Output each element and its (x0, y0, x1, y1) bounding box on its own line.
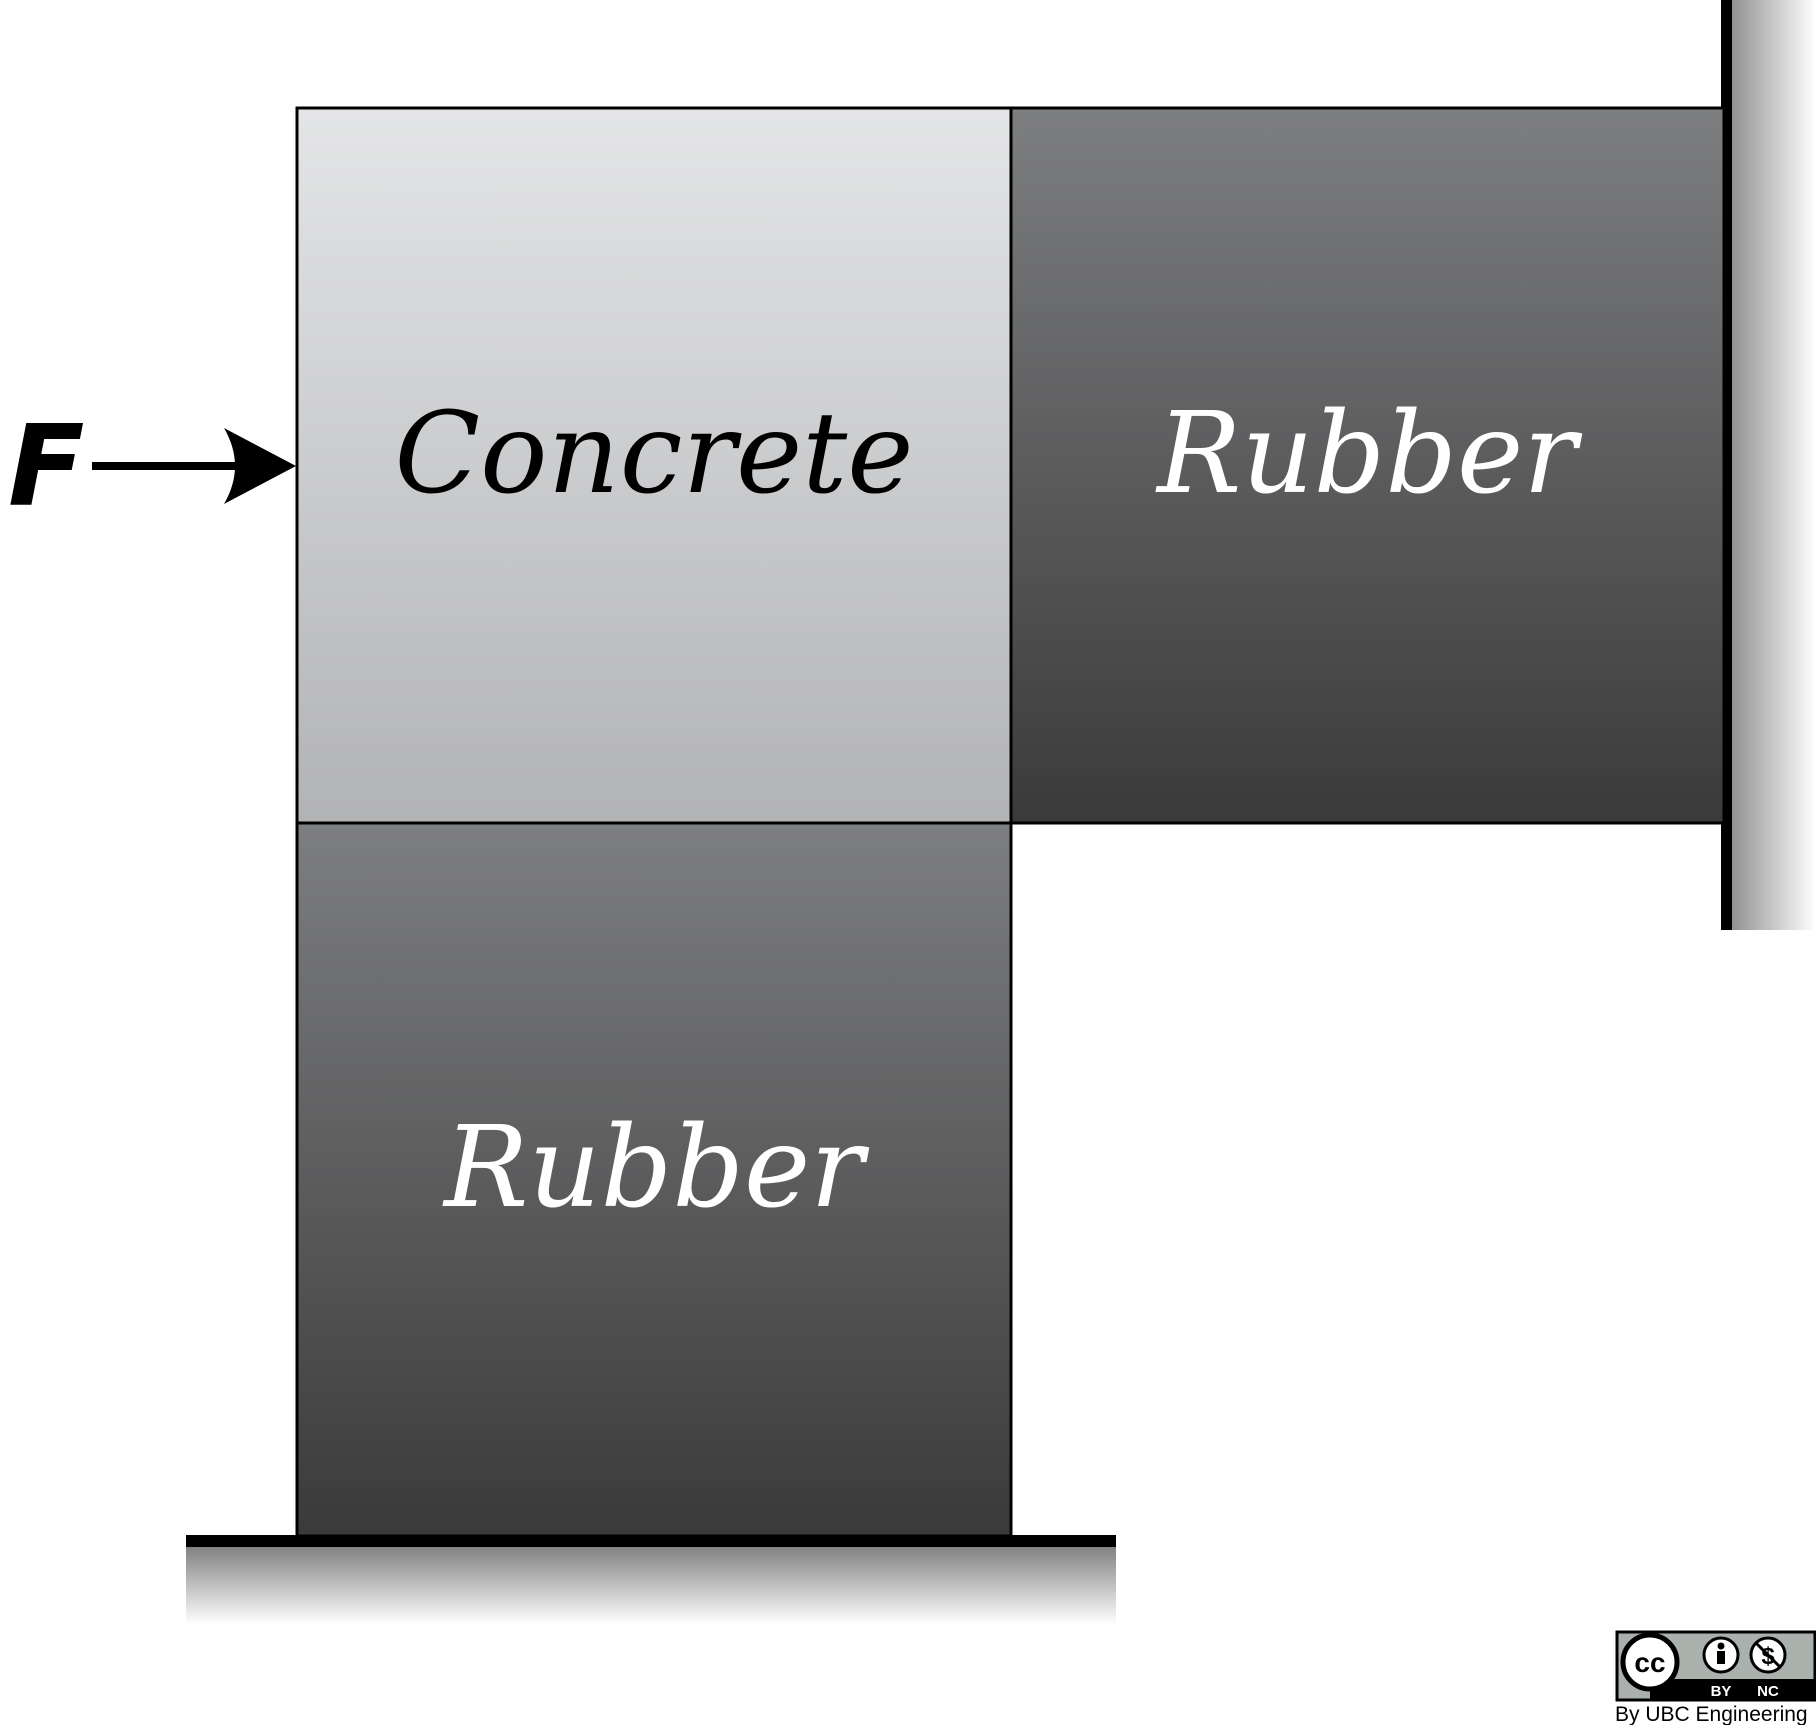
wall-shading (1726, 0, 1816, 930)
concrete-block (295, 106, 1013, 825)
cc-logo-icon (1620, 1632, 1680, 1692)
credit-text: By UBC Engineering (1615, 1703, 1808, 1725)
cc-logo-text: cc (1634, 1647, 1665, 1678)
force-label: F (8, 402, 85, 532)
arrow-head-icon (224, 428, 296, 504)
ground-shading (186, 1546, 1116, 1624)
cc-license-badge: cc $ BY NC (1615, 1630, 1816, 1702)
by-label: BY (1711, 1683, 1732, 1700)
rubber-block-right (1009, 106, 1726, 825)
rubber-right-label: Rubber (1155, 389, 1583, 519)
concrete-label: Concrete (394, 389, 913, 519)
nc-label: NC (1757, 1683, 1779, 1700)
rubber-bottom-label: Rubber (442, 1103, 870, 1233)
force-arrow (92, 428, 296, 504)
rubber-block-bottom (295, 821, 1013, 1538)
fixed-wall (1721, 0, 1732, 930)
fixed-ground (186, 1535, 1116, 1547)
